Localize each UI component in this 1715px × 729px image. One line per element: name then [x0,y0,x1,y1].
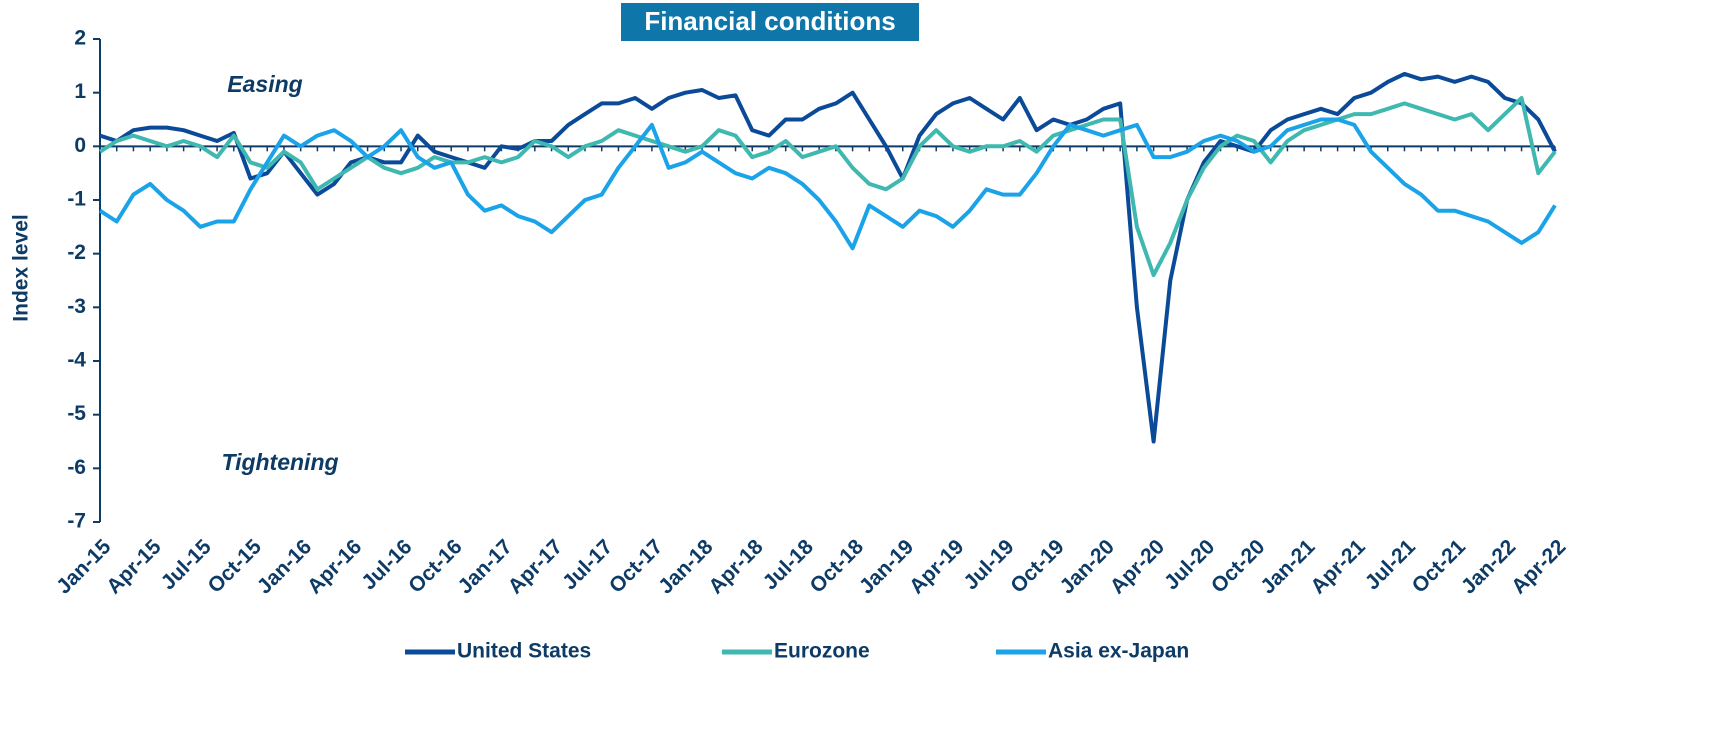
x-tick-label: Oct-19 [1006,535,1068,597]
annotation: Tightening [221,449,338,475]
chart-title: Financial conditions [644,6,895,36]
series-line [99,71,1557,444]
x-tick-label: Jan-21 [1256,535,1320,599]
x-tick-label: Apr-15 [102,535,166,599]
x-tick-label: Jan-18 [654,535,718,599]
y-axis-label: Index level [10,214,33,321]
x-tick-label: Jan-20 [1056,535,1119,598]
y-tick-label: -1 [67,188,86,211]
series-line [98,117,1557,251]
x-tick-label: Oct-15 [203,535,266,598]
x-tick-label: Jan-22 [1457,535,1520,598]
x-tick-label: Jan-19 [855,535,918,598]
y-tick-label: 1 [74,80,86,103]
title-box [621,3,919,41]
annotation: Easing [227,71,302,97]
y-tick-label: -7 [67,510,86,533]
y-tick-label: 0 [74,134,86,157]
x-tick-label: Oct-17 [605,535,667,597]
legend-label: Asia ex-Japan [1048,640,1189,663]
x-tick-label: Oct-18 [806,535,869,598]
x-tick-label: Apr-22 [1507,535,1570,598]
y-tick-label: -6 [67,456,86,479]
x-tick-label: Apr-20 [1106,535,1169,598]
x-tick-label: Apr-21 [1306,535,1370,599]
x-tick-label: Oct-20 [1207,535,1269,597]
x-tick-label: Jan-16 [253,535,316,598]
x-tick-label: Jan-17 [454,535,517,598]
x-tick-label: Apr-18 [704,535,768,599]
x-tick-label: Apr-19 [905,535,968,598]
y-tick-label: -2 [67,241,86,264]
legend-label: United States [457,640,591,663]
y-tick-label: -3 [67,295,86,318]
x-tick-label: Apr-17 [504,535,567,598]
y-tick-label: -4 [67,349,86,372]
legend-label: Eurozone [774,640,870,663]
x-tick-label: Jan-15 [52,535,116,599]
y-tick-label: 2 [74,27,86,50]
x-tick-label: Apr-16 [303,535,366,598]
y-tick-label: -5 [67,402,86,425]
series-line [98,96,1557,278]
x-tick-label: Oct-16 [404,535,466,597]
x-tick-label: Oct-21 [1408,535,1471,598]
